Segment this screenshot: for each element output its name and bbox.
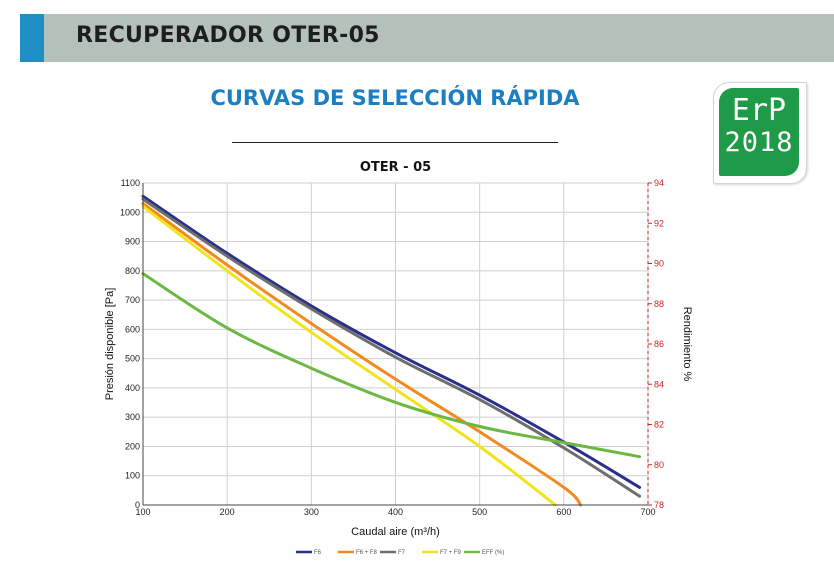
y-tick-label: 300 (125, 412, 140, 422)
x-tick-label: 600 (556, 507, 571, 517)
series-line-2 (141, 197, 642, 498)
chart-series (141, 194, 642, 507)
x-tick-label: 100 (135, 507, 150, 517)
y-tick-label: 800 (125, 266, 140, 276)
y2-tick-label: 78 (654, 500, 664, 510)
page-title: RECUPERADOR OTER-05 (76, 23, 380, 48)
chart-labels: 0100200300400500600700800900100011007880… (104, 160, 693, 538)
y2-tick-label: 82 (654, 420, 664, 430)
chart-grid (142, 182, 649, 506)
erp-2018-badge: ErP 2018 (713, 82, 807, 184)
y-tick-label: 1000 (120, 207, 140, 217)
y2-axis-title: Rendimiento % (681, 307, 693, 382)
legend-label-2: F7 (398, 550, 406, 556)
y2-tick-label: 84 (654, 379, 664, 389)
y-tick-label: 0 (135, 500, 140, 510)
section-title: CURVAS DE SELECCIÓN RÁPIDA (210, 86, 580, 110)
legend-label-1: F6 + F8 (356, 550, 378, 556)
y-tick-label: 1100 (121, 178, 140, 188)
x-tick-label: 300 (304, 507, 319, 517)
y2-tick-label: 92 (654, 218, 664, 228)
y-tick-label: 100 (125, 471, 140, 481)
x-axis-title: Caudal aire (m³/h) (351, 526, 440, 538)
series-line-1 (141, 202, 583, 507)
erp-badge-inner: ErP 2018 (719, 88, 799, 176)
legend-label-3: F7 + F9 (440, 550, 462, 556)
erp-badge-line2: 2018 (724, 127, 794, 158)
y2-tick-label: 88 (654, 299, 664, 309)
legend-label-0: F6 (314, 550, 322, 556)
title-divider (232, 142, 558, 143)
y2-tick-label: 90 (654, 259, 664, 269)
legend-label-4: EFF (%) (482, 550, 504, 556)
x-tick-label: 500 (472, 507, 487, 517)
x-tick-label: 200 (220, 507, 235, 517)
y-axis-title: Presión disponible [Pa] (104, 288, 116, 401)
chart-axes (142, 182, 652, 506)
y2-tick-label: 86 (654, 339, 664, 349)
series-line-4 (141, 272, 642, 459)
x-tick-label: 400 (388, 507, 403, 517)
y-tick-label: 900 (125, 237, 140, 247)
y2-tick-label: 80 (654, 460, 664, 470)
y-tick-label: 200 (125, 441, 140, 451)
header-accent-stripe (20, 14, 44, 62)
erp-badge-line1: ErP (731, 93, 787, 128)
chart-title: OTER - 05 (360, 160, 431, 175)
y2-tick-label: 94 (654, 178, 664, 188)
selection-curves-chart: 0100200300400500600700800900100011007880… (104, 160, 693, 556)
x-tick-label: 700 (640, 507, 655, 517)
y-tick-label: 700 (125, 295, 140, 305)
series-line-3 (141, 204, 557, 507)
y-tick-label: 500 (125, 354, 140, 364)
chart-legend: F6 F6 + F8 F7 F7 + F9 EFF (%) (296, 550, 504, 556)
y-tick-label: 600 (125, 324, 140, 334)
header-bar: RECUPERADOR OTER-05 (20, 14, 834, 62)
y-tick-label: 400 (125, 383, 140, 393)
